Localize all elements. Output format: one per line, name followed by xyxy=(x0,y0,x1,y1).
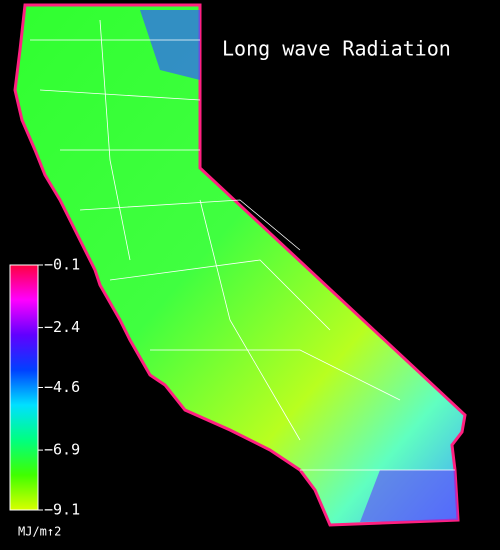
blue-patch xyxy=(140,10,200,80)
tick-label: −4.6 xyxy=(44,378,80,396)
color-bar: −0.1 −2.4 −4.6 −6.9 −9.1 MJ/m↑2 xyxy=(9,256,80,539)
tick-label: −2.4 xyxy=(44,318,80,336)
california xyxy=(13,3,467,527)
blue-patch xyxy=(360,470,458,522)
title: Long wave Radiation xyxy=(222,37,451,61)
tick-label: −9.1 xyxy=(44,501,80,519)
tick-label: −6.9 xyxy=(44,441,80,459)
tick-label: −0.1 xyxy=(44,256,80,274)
color-scale xyxy=(9,264,39,511)
unit-label: MJ/m↑2 xyxy=(18,525,61,539)
county-lines xyxy=(30,19,455,471)
